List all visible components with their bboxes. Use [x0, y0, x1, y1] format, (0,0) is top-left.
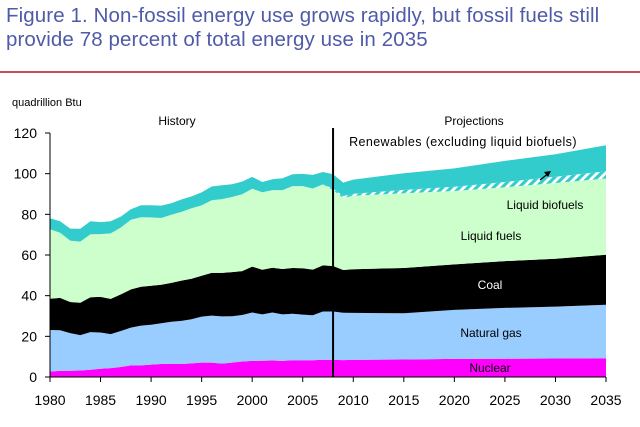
area-natural-gas [50, 304, 606, 372]
series-label-natural-gas: Natural gas [460, 326, 521, 340]
y-tick-label: 60 [21, 247, 37, 263]
y-tick-label: 20 [21, 328, 37, 344]
y-axis-ticks: 0 20 40 60 80 100 120 [14, 125, 50, 385]
area-liquid-biofuels [50, 171, 606, 242]
title-divider-rule [0, 71, 640, 73]
area-renewables-excluding-liquid-biofuels [50, 145, 606, 242]
series-label-nuclear: Nuclear [469, 361, 510, 375]
x-tick-label: 2000 [237, 392, 268, 408]
x-tick-label: 1985 [85, 392, 116, 408]
series-label-liquid-biofuels: Liquid biofuels [507, 198, 584, 212]
x-tick-label: 2005 [287, 392, 318, 408]
area-coal [50, 254, 606, 336]
series-label-liquid-fuels: Liquid fuels [461, 229, 522, 243]
series-label-renewables: Renewables (excluding liquid biofuels) [349, 135, 577, 149]
x-tick-label: 2020 [439, 392, 470, 408]
x-tick-label: 2015 [388, 392, 419, 408]
figure-title: Figure 1. Non-fossil energy use grows ra… [6, 4, 600, 51]
y-axis-unit-label: quadrillion Btu [12, 97, 82, 109]
x-tick-label: 2010 [338, 392, 369, 408]
projections-label: Projections [444, 114, 503, 128]
x-tick-label: 1980 [34, 392, 65, 408]
y-tick-label: 120 [14, 125, 38, 141]
history-label: History [158, 114, 195, 128]
y-tick-label: 0 [29, 369, 37, 385]
y-tick-label: 100 [14, 166, 38, 182]
series-labels: Renewables (excluding liquid biofuels) L… [349, 135, 583, 375]
x-tick-label: 1990 [136, 392, 167, 408]
area-layers [50, 145, 606, 377]
liquid-biofuels-pointer-arrowhead [544, 171, 551, 177]
x-tick-label: 2035 [590, 392, 621, 408]
x-tick-label: 2025 [489, 392, 520, 408]
area-nuclear [50, 358, 606, 377]
x-axis-ticks: 1980 1985 1990 1995 2000 2005 2010 2015 2020 2025… [34, 377, 622, 408]
x-tick-label: 2030 [540, 392, 571, 408]
series-label-coal: Coal [478, 278, 503, 292]
y-tick-label: 40 [21, 288, 37, 304]
y-tick-label: 80 [21, 206, 37, 222]
x-tick-label: 1995 [186, 392, 217, 408]
area-liquid-fuels [50, 178, 606, 303]
